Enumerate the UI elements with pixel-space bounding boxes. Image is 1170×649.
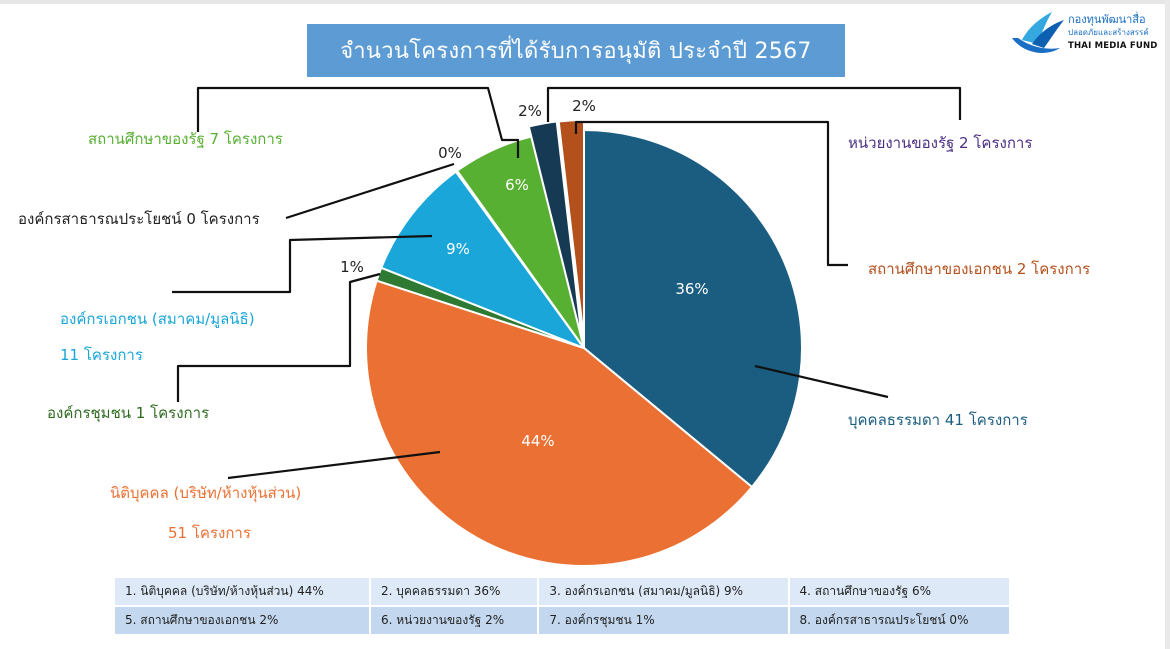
leader-line-private_org bbox=[172, 234, 433, 294]
legend-item: 4. สถานศึกษาของรัฐ 6% bbox=[787, 576, 1012, 607]
legend-item: 2. บุคคลธรรมดา 36% bbox=[368, 576, 540, 607]
pct-label-natural: 36% bbox=[675, 280, 708, 298]
legend-item: 6. หน่วยงานของรัฐ 2% bbox=[368, 605, 540, 636]
pct-label-public_benefit: 0% bbox=[438, 144, 462, 162]
category-label-private_org: 11 โครงการ bbox=[60, 346, 143, 364]
chart-title: จำนวนโครงการที่ได้รับการอนุมัติ ประจำปี … bbox=[340, 39, 812, 64]
legend-item: 3. องค์กรเอกชน (สมาคม/มูลนิธิ) 9% bbox=[537, 576, 790, 607]
legend-item: 8. องค์กรสาธารณประโยชน์ 0% bbox=[787, 605, 1012, 636]
logo-name: กองทุนพัฒนาสื่อ bbox=[1068, 13, 1146, 26]
pct-label-juristic: 44% bbox=[521, 432, 554, 450]
category-label-private_org: องค์กรเอกชน (สมาคม/มูลนิธิ) bbox=[60, 310, 255, 328]
chart-title-banner: จำนวนโครงการที่ได้รับการอนุมัติ ประจำปี … bbox=[307, 24, 845, 77]
pct-label-private_edu: 2% bbox=[572, 97, 596, 115]
legend-item: 1. นิติบุคคล (บริษัท/ห้างหุ้นส่วน) 44% bbox=[113, 576, 371, 607]
logo-english: THAI MEDIA FUND bbox=[1068, 41, 1158, 51]
leader-line-community bbox=[176, 272, 381, 402]
top-border bbox=[0, 0, 1170, 4]
legend-table: 1. นิติบุคคล (บริษัท/ห้างหุ้นส่วน) 44% 2… bbox=[113, 576, 1012, 636]
category-label-public_benefit: องค์กรสาธารณประโยชน์ 0 โครงการ bbox=[18, 210, 260, 228]
leader-line-natural bbox=[754, 364, 889, 399]
leader-line-state_agency bbox=[546, 86, 962, 122]
leader-line-state_edu bbox=[196, 86, 520, 158]
pct-label-state_agency: 2% bbox=[518, 102, 542, 120]
pct-label-private_org: 9% bbox=[446, 240, 470, 258]
category-label-community: องค์กรชุมชน 1 โครงการ bbox=[47, 404, 209, 423]
legend-item: 7. องค์กรชุมชน 1% bbox=[537, 605, 790, 636]
bird-logo-icon bbox=[1012, 12, 1064, 53]
category-label-private_edu: สถานศึกษาของเอกชน 2 โครงการ bbox=[868, 260, 1090, 278]
category-label-state_edu: สถานศึกษาของรัฐ 7 โครงการ bbox=[88, 130, 283, 148]
thai-media-fund-logo: กองทุนพัฒนาสื่อ ปลอดภัยและสร้างสรรค์ THA… bbox=[1008, 8, 1158, 68]
right-border bbox=[1165, 0, 1170, 649]
category-label-natural: บุคคลธรรมดา 41 โครงการ bbox=[848, 411, 1028, 430]
leader-line-private_edu bbox=[574, 120, 848, 267]
category-label-juristic: นิติบุคคล (บริษัท/ห้างหุ้นส่วน) bbox=[110, 484, 301, 503]
category-label-state_agency: หน่วยงานของรัฐ 2 โครงการ bbox=[848, 134, 1032, 152]
pie-slice-state_agency bbox=[527, 120, 583, 341]
pie-slice-private_org bbox=[380, 170, 587, 351]
leader-line-public_benefit bbox=[285, 162, 455, 220]
legend-item: 5. สถานศึกษาของเอกชน 2% bbox=[113, 605, 371, 636]
pct-label-community: 1% bbox=[340, 258, 364, 276]
leader-line-juristic bbox=[227, 450, 441, 480]
pie-slice-private_edu bbox=[557, 118, 585, 341]
category-label-juristic: 51 โครงการ bbox=[168, 524, 251, 542]
pct-label-state_edu: 6% bbox=[505, 176, 529, 194]
pie-slice-natural bbox=[583, 128, 803, 489]
pie-slice-juristic bbox=[365, 279, 754, 567]
logo-subtitle: ปลอดภัยและสร้างสรรค์ bbox=[1068, 28, 1149, 37]
